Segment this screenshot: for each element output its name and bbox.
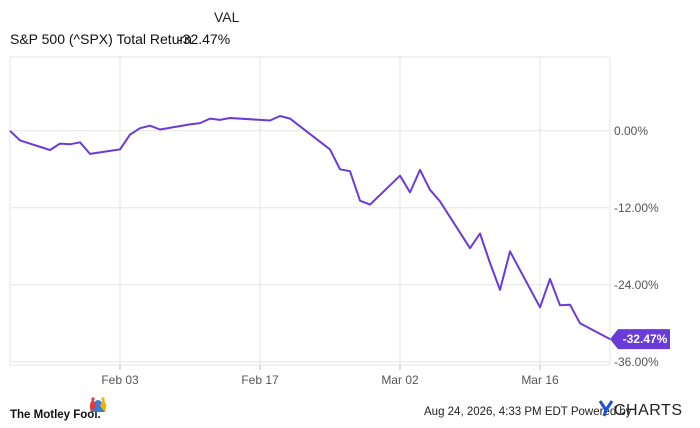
last-value-badge-group: -32.47% — [610, 329, 670, 350]
footer-timestamp: Aug 24, 2026, 4:33 PM EDT Powered by — [424, 406, 632, 418]
x-tick-labels: Feb 03 Feb 17 Mar 02 Mar 16 — [101, 373, 559, 387]
x-tick-label: Feb 03 — [101, 373, 139, 387]
x-tick-label: Mar 16 — [521, 373, 559, 387]
last-value-label: -32.47% — [623, 332, 668, 346]
svg-text:The Motley Fool.: The Motley Fool. — [10, 409, 101, 421]
chart-grid — [9, 56, 611, 370]
series-line — [9, 115, 611, 340]
last-value-badge — [610, 329, 670, 350]
y-tick-label: 0.00% — [614, 124, 648, 138]
column-header-val: VAL — [214, 9, 240, 25]
y-tick-label: -36.00% — [614, 355, 659, 369]
x-tick-label: Feb 17 — [241, 373, 279, 387]
ycharts-logo: CHARTS — [598, 400, 683, 419]
y-tick-label: -24.00% — [614, 278, 659, 292]
chart-series — [9, 115, 611, 340]
series-value: -32.47% — [178, 31, 231, 47]
y-tick-label: -12.00% — [614, 201, 659, 215]
series-name: S&P 500 (^SPX) Total Return — [10, 31, 192, 47]
y-tick-labels: 0.00% -12.00% -24.00% -36.00% — [614, 124, 659, 369]
plot-frame — [9, 56, 611, 366]
svg-text:CHARTS: CHARTS — [614, 402, 683, 419]
x-tick-label: Mar 02 — [381, 373, 419, 387]
motley-fool-logo: The Motley Fool. — [10, 397, 107, 421]
